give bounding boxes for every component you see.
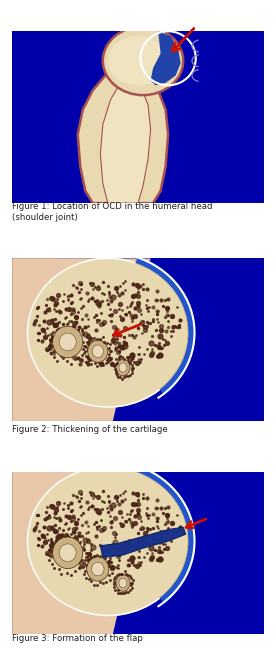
Polygon shape [78, 66, 168, 203]
Ellipse shape [108, 36, 168, 85]
Ellipse shape [59, 544, 76, 561]
Ellipse shape [119, 578, 127, 587]
Text: Figure 1: Location of OCD in the humeral head
(shoulder joint): Figure 1: Location of OCD in the humeral… [12, 202, 213, 222]
Polygon shape [100, 527, 186, 557]
Polygon shape [12, 472, 58, 634]
Ellipse shape [119, 363, 127, 372]
Ellipse shape [53, 326, 83, 358]
Ellipse shape [87, 557, 109, 581]
Ellipse shape [116, 359, 130, 376]
Polygon shape [151, 31, 181, 85]
Ellipse shape [88, 340, 108, 362]
Ellipse shape [92, 562, 104, 576]
Polygon shape [12, 258, 108, 421]
Ellipse shape [28, 467, 188, 615]
Text: Figure 3: Formation of the flap: Figure 3: Formation of the flap [12, 634, 143, 643]
Polygon shape [100, 78, 151, 203]
Ellipse shape [59, 333, 76, 351]
Text: Figure 2: Thickening of the cartilage: Figure 2: Thickening of the cartilage [12, 425, 168, 434]
Ellipse shape [92, 345, 104, 358]
Ellipse shape [28, 258, 188, 407]
Ellipse shape [53, 537, 83, 569]
Ellipse shape [103, 27, 183, 95]
Ellipse shape [116, 575, 130, 591]
Polygon shape [12, 472, 108, 634]
Polygon shape [12, 258, 151, 421]
Polygon shape [12, 472, 151, 634]
Polygon shape [12, 258, 58, 421]
